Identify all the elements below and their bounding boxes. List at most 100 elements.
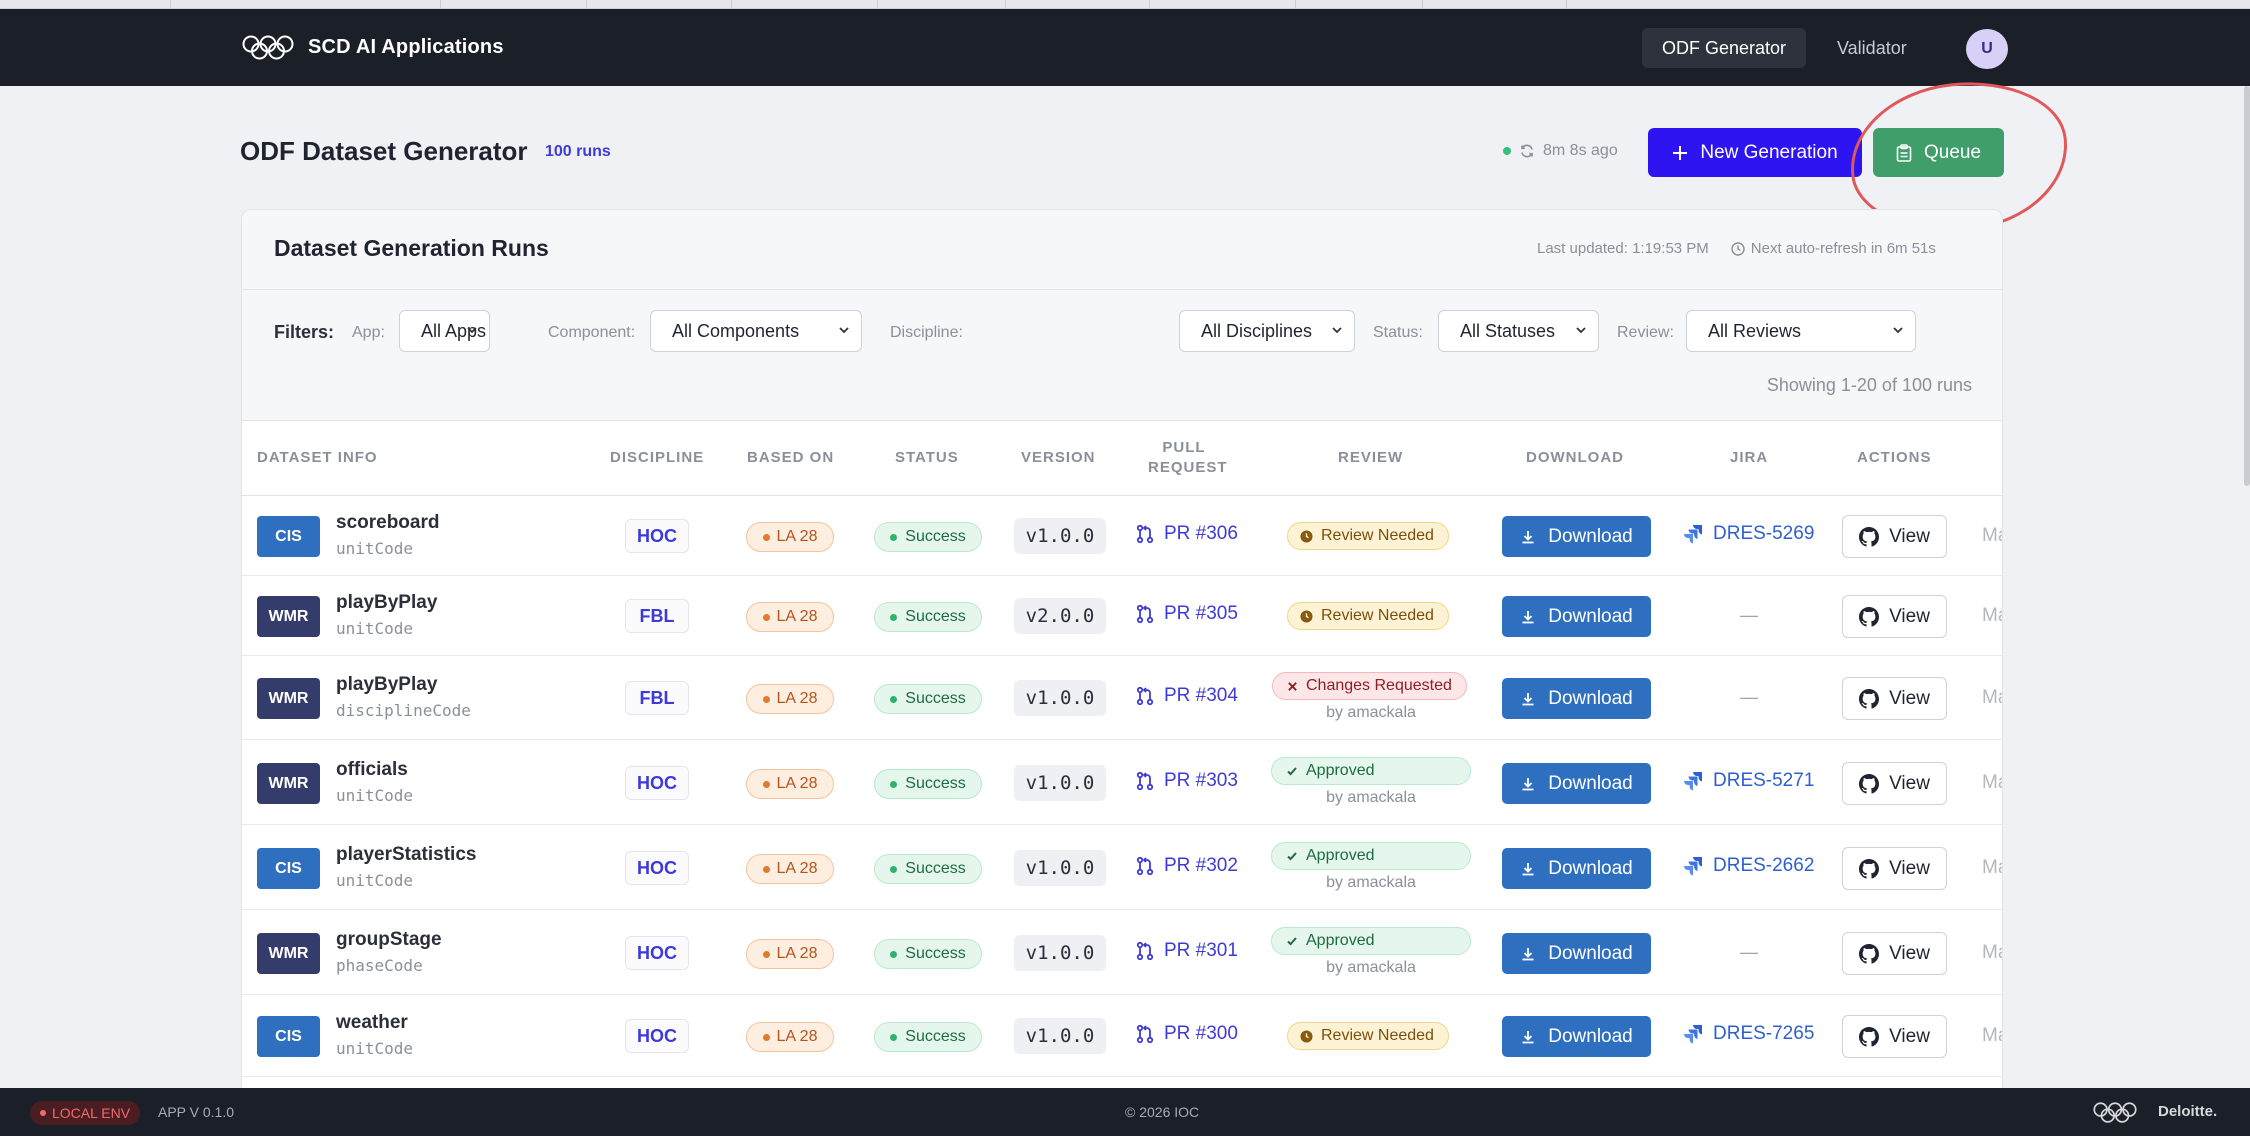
status-badge: Success (874, 1022, 982, 1052)
nav-tab-odf-generator[interactable]: ODF Generator (1642, 28, 1807, 68)
pull-request-label: PR #301 (1164, 940, 1238, 961)
view-button[interactable]: View (1842, 515, 1947, 558)
review-needed-badge: Review Needed (1287, 522, 1449, 550)
queue-button[interactable]: Queue (1873, 128, 2004, 177)
jira-link[interactable]: DRES-5269 (1683, 523, 1814, 545)
download-button[interactable]: Download (1502, 678, 1651, 719)
copyright: © 2026 IOC (1125, 1104, 1200, 1120)
version-badge: v1.0.0 (1014, 518, 1106, 554)
view-label: View (1889, 525, 1930, 547)
jira-empty: — (1740, 687, 1758, 707)
jira-icon (1684, 525, 1702, 544)
pull-request-link[interactable]: PR #305 (1136, 603, 1238, 625)
pull-request-link[interactable]: PR #300 (1136, 1023, 1238, 1045)
jira-link[interactable]: DRES-2662 (1683, 855, 1814, 877)
clipboard-icon (1896, 143, 1912, 162)
discipline-filter-select[interactable]: All Disciplines (1179, 310, 1355, 352)
pull-request-label: PR #304 (1164, 685, 1238, 706)
github-icon (1859, 606, 1880, 627)
pull-request-link[interactable]: PR #303 (1136, 770, 1238, 792)
pull-request-link[interactable]: PR #304 (1136, 685, 1238, 707)
pull-request-icon (1136, 524, 1154, 544)
github-icon (1859, 773, 1880, 794)
app-badge: WMR (257, 678, 320, 719)
based-on-label: LA 28 (776, 860, 818, 877)
version-badge: v2.0.0 (1014, 598, 1106, 634)
truncated-action[interactable]: Ma (1982, 687, 2002, 708)
view-button[interactable]: View (1842, 677, 1947, 720)
refresh-icon[interactable] (1519, 143, 1535, 159)
based-on-label: LA 28 (776, 775, 818, 792)
based-on-dot-icon (762, 613, 770, 621)
view-label: View (1889, 1025, 1930, 1047)
view-button[interactable]: View (1842, 1015, 1947, 1058)
truncated-action[interactable]: Ma (1982, 1025, 2002, 1046)
dataset-name: scoreboard (336, 512, 440, 533)
based-on-badge: LA 28 (746, 1022, 834, 1052)
view-button[interactable]: View (1842, 847, 1947, 890)
table-row: CIS scoreboard unitCode HOC LA 28 Succes… (242, 496, 2002, 576)
discipline-filter-value: All Disciplines (1201, 320, 1313, 341)
nav-tab-validator[interactable]: Validator (1837, 37, 1907, 58)
status-dot-icon (890, 1033, 898, 1041)
last-updated-text: Last updated: 1:19:53 PM (1537, 240, 1709, 257)
discipline-badge: HOC (625, 1019, 689, 1053)
col-pull-request-line1: PULL (1162, 439, 1206, 456)
status-filter-select[interactable]: All Statuses (1438, 310, 1599, 352)
truncated-action[interactable]: Ma (1982, 772, 2002, 793)
truncated-action[interactable]: Ma (1982, 857, 2002, 878)
jira-link[interactable]: DRES-7265 (1683, 1023, 1814, 1045)
download-button[interactable]: Download (1502, 1016, 1651, 1057)
download-button[interactable]: Download (1502, 516, 1651, 557)
user-avatar[interactable]: U (1966, 29, 2008, 69)
check-icon (1287, 937, 1297, 946)
col-actions: ACTIONS (1857, 449, 1932, 466)
brand[interactable]: SCD AI Applications (242, 9, 504, 86)
app-filter-select[interactable]: All Apps (399, 310, 490, 352)
view-label: View (1889, 605, 1930, 627)
dataset-name: playByPlay (336, 592, 438, 613)
pull-request-link[interactable]: PR #302 (1136, 855, 1238, 877)
new-generation-button[interactable]: New Generation (1648, 128, 1862, 177)
chevron-down-icon (1576, 327, 1586, 334)
truncated-action[interactable]: Ma (1982, 942, 2002, 963)
download-button[interactable]: Download (1502, 933, 1651, 974)
dataset-code: unitCode (336, 1039, 414, 1058)
view-button[interactable]: View (1842, 762, 1947, 805)
discipline-badge: FBL (625, 681, 689, 715)
clock-icon (1300, 1029, 1313, 1043)
jira-icon (1684, 857, 1702, 876)
based-on-dot-icon (762, 695, 770, 703)
version-badge: v1.0.0 (1014, 680, 1106, 716)
download-label: Download (1548, 687, 1633, 709)
review-label: Review Needed (1321, 527, 1434, 544)
pull-request-link[interactable]: PR #301 (1136, 940, 1238, 962)
view-button[interactable]: View (1842, 932, 1947, 975)
status-label: Success (905, 860, 966, 877)
page-scrollbar[interactable] (2244, 86, 2250, 486)
pull-request-link[interactable]: PR #306 (1136, 523, 1238, 545)
download-label: Download (1548, 942, 1633, 964)
truncated-action[interactable]: Ma (1982, 605, 2002, 626)
env-badge: LOCAL ENV (30, 1101, 141, 1125)
based-on-dot-icon (762, 865, 770, 873)
download-icon (1522, 777, 1534, 790)
footer: LOCAL ENV APP V 0.1.0 © 2026 IOC Deloitt… (0, 1088, 2250, 1136)
download-button[interactable]: Download (1502, 848, 1651, 889)
download-label: Download (1548, 772, 1633, 794)
company-logo: Deloitte. (2158, 1103, 2218, 1120)
jira-icon (1684, 1025, 1702, 1044)
view-label: View (1889, 942, 1930, 964)
approved-badge: Approved (1271, 842, 1471, 870)
view-button[interactable]: View (1842, 595, 1947, 638)
download-button[interactable]: Download (1502, 763, 1651, 804)
download-button[interactable]: Download (1502, 596, 1651, 637)
olympic-rings-icon (2093, 1102, 2137, 1123)
discipline-filter-label: Discipline: (890, 324, 963, 341)
component-filter-select[interactable]: All Components (650, 310, 862, 352)
download-icon (1522, 692, 1534, 705)
review-filter-select[interactable]: All Reviews (1686, 310, 1916, 352)
truncated-action[interactable]: Ma (1982, 525, 2002, 546)
jira-link[interactable]: DRES-5271 (1683, 770, 1814, 792)
version-badge: v1.0.0 (1014, 935, 1106, 971)
